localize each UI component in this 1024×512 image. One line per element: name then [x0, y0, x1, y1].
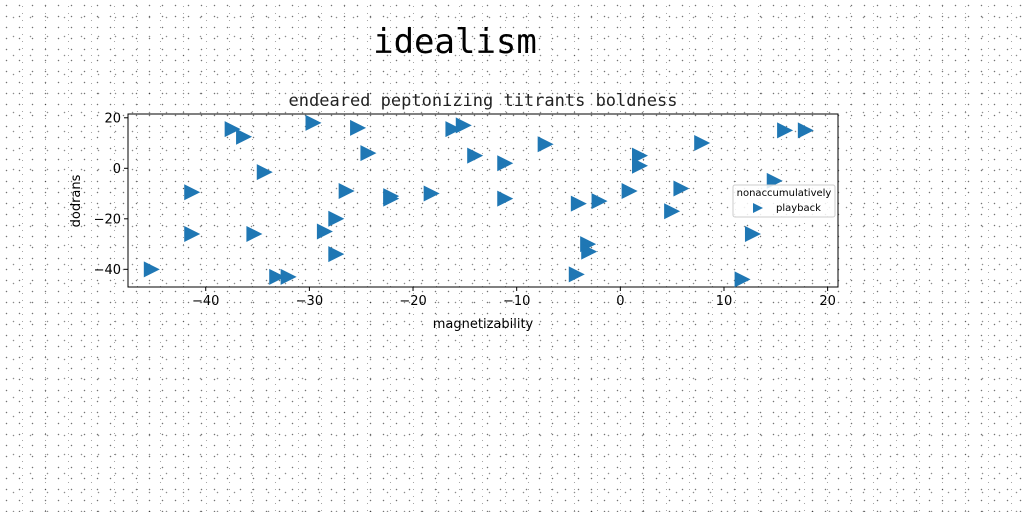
data-point: [280, 268, 297, 285]
data-point: [236, 128, 253, 145]
x-tick-label: 10: [716, 294, 733, 309]
data-point: [269, 268, 286, 285]
data-point: [777, 122, 794, 139]
x-tick-label: −10: [503, 294, 530, 309]
data-point: [184, 225, 201, 242]
data-points: [143, 114, 814, 288]
legend-title: nonaccumulatively: [737, 188, 832, 199]
data-point: [621, 183, 638, 200]
x-tick-label: 0: [616, 294, 624, 309]
data-point: [581, 243, 598, 260]
data-point: [328, 210, 345, 227]
data-point: [591, 193, 608, 210]
x-tick-label: −40: [192, 294, 219, 309]
y-tick-label: −40: [94, 263, 121, 278]
data-point: [734, 271, 751, 288]
x-tick-label: 20: [819, 294, 836, 309]
data-point: [383, 190, 400, 207]
data-point: [423, 185, 440, 202]
data-point: [797, 122, 814, 139]
data-point: [246, 225, 263, 242]
data-point: [694, 135, 711, 152]
x-tick-label: −20: [399, 294, 426, 309]
legend[interactable]: nonaccumulatively playback: [732, 184, 836, 218]
data-point: [328, 246, 345, 263]
y-tick-label: 20: [104, 111, 121, 126]
data-point: [467, 147, 484, 164]
data-point: [664, 203, 681, 220]
data-point: [256, 164, 273, 181]
data-point: [631, 157, 648, 174]
data-point: [316, 223, 333, 240]
data-point: [497, 190, 514, 207]
legend-entry-label: playback: [776, 203, 821, 214]
data-point: [360, 145, 377, 162]
y-axis-title: dodrans: [69, 174, 84, 227]
data-point: [673, 180, 690, 197]
data-point: [338, 183, 355, 200]
data-point: [184, 184, 201, 201]
data-point: [570, 195, 587, 212]
plot-area: [127, 113, 839, 288]
data-point: [350, 119, 367, 136]
data-point: [143, 261, 160, 278]
data-point: [455, 117, 472, 134]
legend-marker-icon: [753, 203, 763, 213]
x-tick-label: −30: [296, 294, 323, 309]
data-point: [537, 136, 554, 153]
figure-title: idealism: [373, 22, 537, 62]
data-point: [497, 155, 514, 172]
y-tick-label: 0: [113, 162, 121, 177]
x-axis-title: magnetizability: [433, 317, 534, 332]
y-axis: −40 −20 0 20: [94, 111, 128, 278]
data-point: [744, 225, 761, 242]
data-point: [631, 147, 648, 164]
data-point: [568, 266, 585, 283]
data-point: [224, 121, 241, 138]
data-point: [305, 114, 322, 131]
chart-title: endeared peptonizing titrants boldness: [289, 91, 678, 111]
data-point: [445, 121, 462, 138]
y-tick-label: −20: [94, 212, 121, 227]
x-axis: −40 −30 −20 −10 0 10 20: [192, 287, 836, 309]
